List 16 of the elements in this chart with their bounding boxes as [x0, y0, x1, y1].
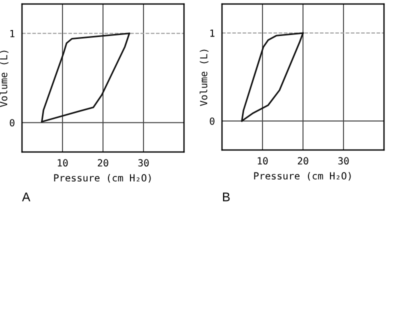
text: A: [22, 192, 30, 202]
x-tick-label: 10: [258, 157, 268, 165]
y-tick-label: 1: [210, 30, 214, 37]
y-tick-label: 1: [10, 30, 14, 38]
y-tick-label: 0: [10, 119, 14, 126]
y-axis-title: Volume (L): [200, 50, 208, 106]
x-axis-title: Pressure (cm H₂O): [254, 172, 351, 181]
y-tick-label: 0: [210, 117, 214, 125]
x-tick-label: 10: [58, 159, 68, 167]
y-axis-title: Volume (L): [0, 50, 8, 107]
text: B: [223, 192, 230, 202]
x-tick-label: 20: [98, 159, 108, 167]
x-tick-label: 20: [298, 157, 308, 165]
x-tick-label: 30: [338, 157, 349, 165]
x-tick-label: 30: [138, 159, 149, 167]
x-axis-title: Pressure (cm H₂O): [54, 174, 151, 183]
